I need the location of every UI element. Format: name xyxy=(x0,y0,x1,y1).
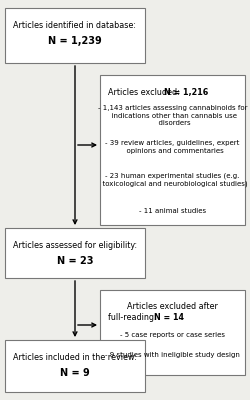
Bar xyxy=(100,75,244,225)
Text: Articles included in the review:: Articles included in the review: xyxy=(13,353,136,362)
Text: full-reading:: full-reading: xyxy=(108,313,158,322)
Bar xyxy=(5,228,144,278)
Text: Articles assessed for eligibility:: Articles assessed for eligibility: xyxy=(13,241,136,250)
Text: N = 1,216: N = 1,216 xyxy=(163,88,208,97)
Bar xyxy=(5,8,144,63)
Text: Articles identified in database:: Articles identified in database: xyxy=(14,21,136,30)
Text: - 11 animal studies: - 11 animal studies xyxy=(138,208,205,214)
Text: - 5 case reports or case series: - 5 case reports or case series xyxy=(120,332,224,338)
Text: - 9 studies with ineligible study design: - 9 studies with ineligible study design xyxy=(105,352,239,358)
Text: N = 14: N = 14 xyxy=(154,313,183,322)
Text: - 39 review articles, guidelines, expert
  opinions and commentaries: - 39 review articles, guidelines, expert… xyxy=(105,140,239,154)
Text: N = 1,239: N = 1,239 xyxy=(48,36,102,46)
Bar xyxy=(100,290,244,375)
Text: N = 23: N = 23 xyxy=(56,256,93,266)
Text: - 23 human experimental studies (e.g.
  toxicological and neurobiological studie: - 23 human experimental studies (e.g. to… xyxy=(97,173,246,188)
Text: Articles excluded:: Articles excluded: xyxy=(108,88,182,97)
Text: N = 9: N = 9 xyxy=(60,368,90,378)
Text: Articles excluded after: Articles excluded after xyxy=(126,302,217,311)
Bar xyxy=(5,340,144,392)
Text: - 1,143 articles assessing cannabinoids for
  indications other than cannabis us: - 1,143 articles assessing cannabinoids … xyxy=(97,105,246,126)
